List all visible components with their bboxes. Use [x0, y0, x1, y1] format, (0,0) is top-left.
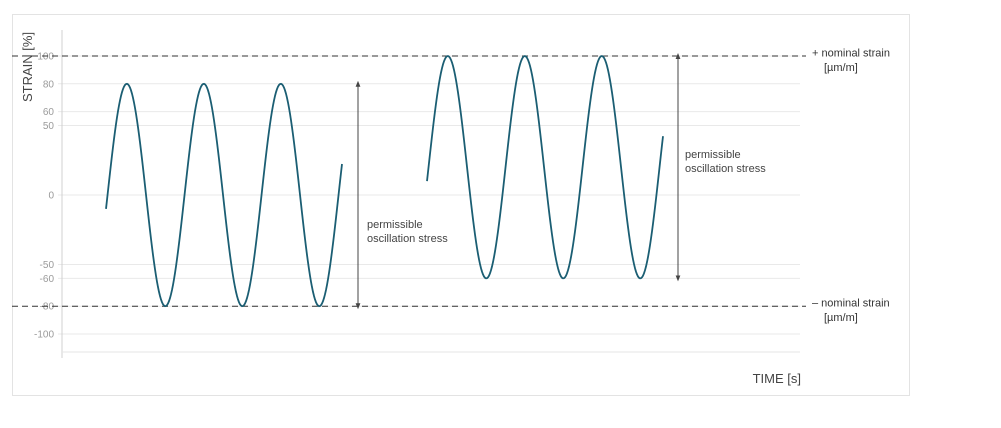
nominal-strain-label: + nominal strain — [812, 48, 890, 60]
y-tick-label: 100 — [37, 52, 54, 63]
nominal-strain-unit: [µm/m] — [824, 312, 858, 324]
annotation-line-2: oscillation stress — [367, 233, 448, 245]
y-tick-label: -50 — [40, 260, 55, 271]
y-tick-label: 50 — [43, 121, 55, 132]
annotation-line-1: permissible — [685, 149, 741, 161]
annotation-line-1: permissible — [367, 219, 423, 231]
y-axis-label: STRAIN [%] — [20, 32, 35, 102]
y-tick-label: 80 — [43, 79, 55, 90]
series-1-line — [105, 82, 343, 308]
chart-frame — [12, 14, 910, 396]
y-tick-label: -80 — [40, 302, 55, 313]
series-2-line — [426, 55, 664, 280]
y-tick-label: 60 — [43, 107, 55, 118]
y-tick-label: 0 — [48, 191, 54, 202]
y-tick-label: -60 — [40, 274, 55, 285]
nominal-strain-label: – nominal strain — [812, 298, 890, 310]
annotation-line-2: oscillation stress — [685, 163, 766, 175]
x-axis-label: TIME [s] — [753, 371, 801, 386]
y-tick-label: -100 — [34, 330, 54, 341]
nominal-strain-unit: [µm/m] — [824, 62, 858, 74]
